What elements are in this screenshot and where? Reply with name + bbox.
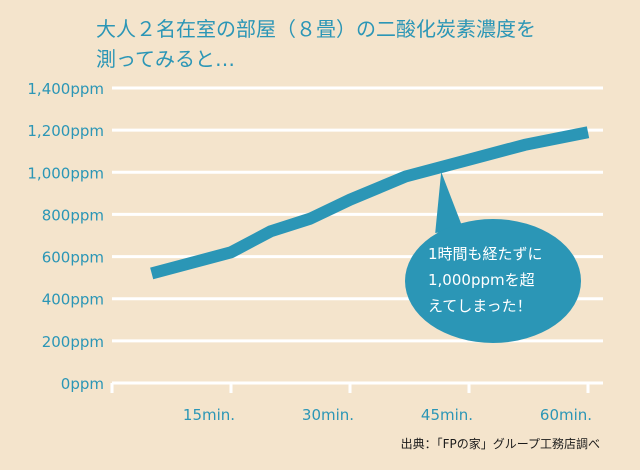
y-tick-label: 1,400ppm (27, 80, 104, 98)
callout-bubble (405, 219, 581, 343)
callout-text-line: えてしまった！ (428, 297, 532, 315)
x-tick-label: 30min. (302, 406, 354, 424)
x-tick-label: 60min. (540, 406, 592, 424)
callout-text-line: 1時間も経たずに (428, 245, 543, 263)
y-axis-tick-labels: 0ppm 200ppm 400ppm 600ppm 800ppm 1,000ppm 1,20… (27, 80, 104, 393)
chart-title-line-2: 測ってみると… (96, 47, 235, 71)
x-tick-label: 45min. (421, 406, 473, 424)
x-tick-label: 15min. (183, 406, 235, 424)
callout-pointer (435, 171, 464, 233)
y-tick-label: 200ppm (42, 333, 104, 351)
chart-title: 大人２名在室の部屋（８畳）の二酸化炭素濃度を 測ってみると… (96, 14, 616, 74)
x-axis: 15min. 30min. 45min. 60min. (110, 381, 603, 424)
chart-title-line-1: 大人２名在室の部屋（８畳）の二酸化炭素濃度を (96, 17, 536, 41)
y-tick-label: 400ppm (42, 291, 104, 309)
y-tick-label: 0ppm (61, 375, 104, 393)
callout-text-line: 1,000ppmを超 (428, 271, 535, 289)
series-line (150, 126, 590, 280)
source-note: 出典：「FPの家」グループ工務店調べ (400, 437, 600, 451)
y-tick-label: 1,200ppm (27, 122, 104, 140)
y-tick-label: 1,000ppm (27, 164, 104, 182)
y-tick-label: 600ppm (42, 249, 104, 267)
series-lines (150, 126, 590, 280)
y-tick-label: 800ppm (42, 206, 104, 224)
